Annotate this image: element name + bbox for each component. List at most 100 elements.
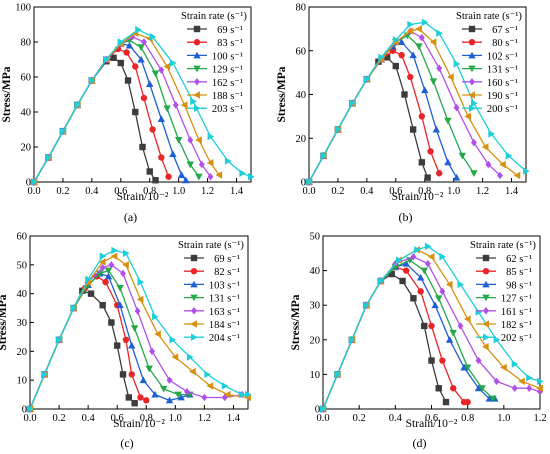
- legend-entry: 163 s⁻¹: [184, 307, 240, 318]
- data-point: [102, 278, 109, 286]
- y-tick-label: 40: [21, 108, 32, 119]
- data-point: [193, 25, 201, 33]
- data-point: [334, 125, 342, 134]
- data-point: [163, 62, 171, 71]
- data-point: [457, 280, 465, 289]
- legend-entry: 80 s⁻¹: [462, 38, 518, 49]
- data-point: [157, 115, 166, 122]
- legend-entry: 102 s⁻¹: [462, 51, 518, 62]
- data-point: [31, 178, 38, 186]
- data-point: [482, 294, 490, 302]
- x-tick-label: 0.4: [389, 413, 403, 424]
- data-point: [88, 76, 96, 85]
- data-point: [377, 277, 385, 285]
- data-point: [470, 138, 477, 147]
- data-point: [140, 38, 147, 46]
- data-point: [110, 252, 118, 260]
- legend-label: 162 s⁻¹: [212, 78, 243, 89]
- legend-title: Strain rate (s⁻¹): [456, 11, 522, 22]
- data-point: [447, 73, 454, 81]
- data-point: [427, 148, 434, 155]
- data-point: [104, 267, 113, 275]
- data-point: [132, 63, 139, 70]
- data-point: [468, 91, 475, 99]
- x-tick-label: 0.6: [114, 186, 127, 197]
- data-point: [474, 384, 483, 392]
- data-point: [239, 169, 247, 177]
- data-point: [378, 53, 386, 62]
- data-point: [189, 367, 196, 376]
- data-point: [397, 38, 406, 45]
- data-point: [439, 357, 446, 364]
- data-point: [320, 405, 327, 413]
- series-7: [320, 242, 544, 413]
- panel-label: (d): [413, 436, 427, 450]
- data-point: [398, 51, 405, 59]
- series-1: [319, 270, 450, 413]
- data-point: [306, 178, 313, 186]
- data-point: [135, 26, 142, 34]
- data-point: [421, 18, 429, 27]
- data-point: [500, 363, 507, 372]
- data-point: [182, 176, 190, 184]
- series-7: [306, 18, 530, 186]
- data-point: [158, 154, 165, 161]
- data-point: [99, 252, 107, 260]
- x-tick-label: 0.4: [360, 186, 374, 197]
- data-point: [204, 370, 212, 379]
- y-axis-label: Stress/MPa: [276, 66, 288, 122]
- data-point: [186, 161, 194, 169]
- data-point: [151, 390, 159, 398]
- legend-entry: 100 s⁻¹: [187, 51, 243, 62]
- data-point: [421, 86, 429, 94]
- legend-label: 80 s⁻¹: [492, 38, 518, 49]
- data-point: [429, 78, 438, 86]
- data-point: [248, 173, 255, 181]
- series-7: [27, 246, 252, 413]
- data-point: [245, 390, 252, 399]
- data-point: [485, 160, 492, 169]
- data-point: [190, 254, 198, 262]
- y-tick-label: 80: [21, 38, 32, 49]
- legend-entry: 162 s⁻¹: [187, 78, 243, 89]
- data-point: [87, 290, 95, 297]
- legend-title: Strain rate (s⁻¹): [181, 11, 247, 22]
- data-point: [198, 160, 205, 169]
- data-point: [146, 80, 154, 87]
- x-tick-label: 1.0: [169, 413, 182, 424]
- series-line: [322, 266, 468, 410]
- data-point: [122, 336, 130, 343]
- data-point: [436, 64, 443, 72]
- data-point: [116, 301, 124, 309]
- data-point: [160, 385, 168, 393]
- x-tick-label: 0.4: [82, 413, 96, 424]
- data-point: [416, 273, 425, 281]
- data-point: [158, 66, 165, 74]
- data-point: [406, 27, 414, 35]
- legend-label: 161 s⁻¹: [501, 307, 532, 318]
- y-tick-label: 40: [296, 90, 307, 101]
- data-point: [163, 105, 171, 113]
- legend-entry: 160 s⁻¹: [462, 78, 518, 89]
- data-point: [388, 270, 395, 278]
- x-tick-label: 0.2: [331, 186, 344, 197]
- panel-label: (c): [120, 436, 133, 450]
- data-point: [193, 65, 201, 73]
- data-point: [481, 143, 489, 151]
- data-point: [445, 280, 453, 289]
- x-axis-label: Strain/10⁻²: [392, 191, 444, 203]
- data-point: [424, 259, 431, 268]
- x-axis-label: Strain/10⁻²: [117, 191, 169, 203]
- series-line: [322, 259, 494, 410]
- data-point: [117, 59, 124, 67]
- data-point: [169, 59, 177, 67]
- legend-entry: 202 s⁻¹: [476, 333, 532, 344]
- data-point: [143, 397, 150, 404]
- legend-entry: 182 s⁻¹: [476, 320, 532, 331]
- data-point: [114, 342, 121, 349]
- legend-entry: 204 s⁻¹: [184, 333, 240, 344]
- y-tick-label: 40: [17, 289, 28, 300]
- data-point: [152, 313, 159, 321]
- data-point: [207, 173, 214, 181]
- y-tick-label: 20: [310, 335, 321, 346]
